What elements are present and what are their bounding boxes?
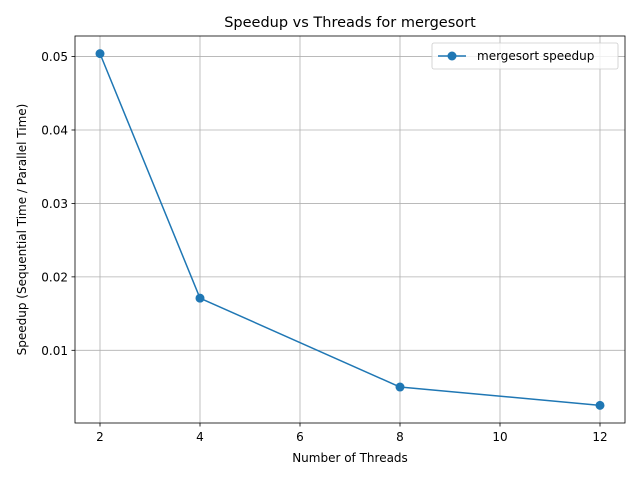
x-tick-label: 2 xyxy=(96,430,104,444)
x-axis-label: Number of Threads xyxy=(292,451,408,465)
series-group xyxy=(95,49,605,410)
data-point xyxy=(95,49,105,59)
data-point xyxy=(595,400,605,410)
ticks: 2 4 6 8 10 12 0.01 0.02 0.03 0.04 0.05 xyxy=(41,50,607,444)
legend-marker xyxy=(447,51,457,61)
legend-label: mergesort speedup xyxy=(477,49,594,63)
x-tick-label: 12 xyxy=(592,430,607,444)
legend: mergesort speedup xyxy=(431,42,619,70)
x-tick-label: 8 xyxy=(396,430,404,444)
chart-title: Speedup vs Threads for mergesort xyxy=(224,15,476,31)
y-tick-label: 0.01 xyxy=(41,344,68,358)
plot-frame xyxy=(74,35,626,424)
data-point xyxy=(395,382,405,392)
x-tick-label: 6 xyxy=(296,430,304,444)
y-tick-label: 0.02 xyxy=(41,270,68,284)
grid xyxy=(75,36,625,423)
y-tick-label: 0.03 xyxy=(41,197,68,211)
y-tick-label: 0.05 xyxy=(41,50,68,64)
legend-box xyxy=(431,42,619,70)
x-tick-label: 10 xyxy=(492,430,507,444)
x-tick-label: 4 xyxy=(196,430,204,444)
series-line xyxy=(99,53,601,407)
y-axis-label: Speedup (Sequential Time / Parallel Time… xyxy=(15,104,29,356)
y-tick-label: 0.04 xyxy=(41,123,68,137)
data-point xyxy=(195,293,205,303)
